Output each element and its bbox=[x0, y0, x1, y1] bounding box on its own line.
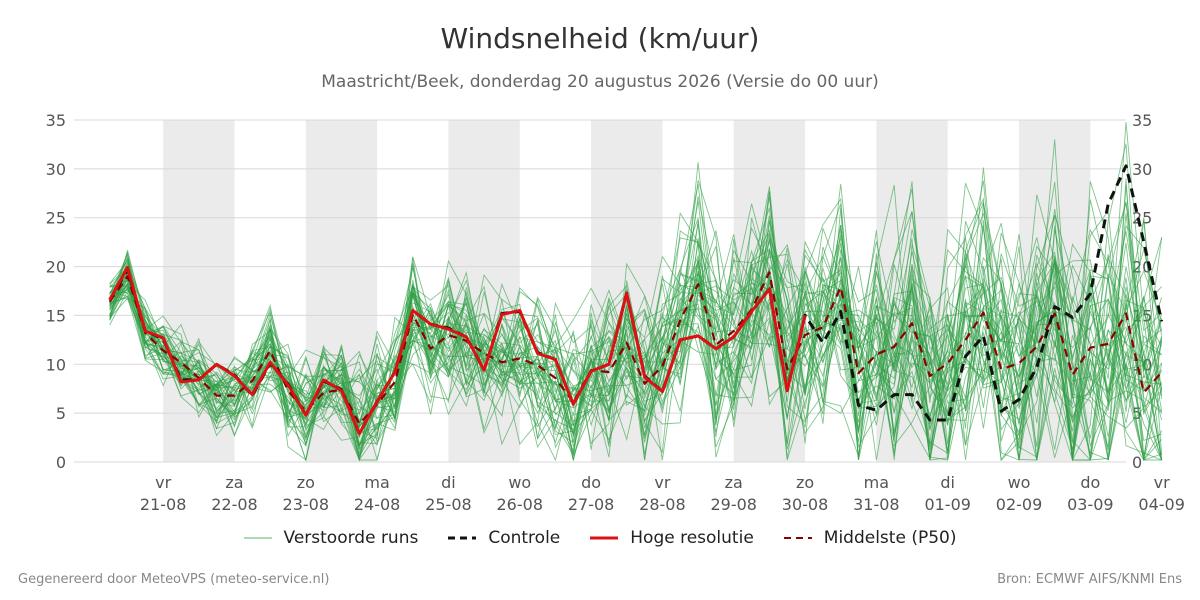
x-tick-date-label: 25-08 bbox=[425, 495, 472, 514]
legend-label-ensemble: Verstoorde runs bbox=[283, 528, 419, 548]
x-tick-date-label: 26-08 bbox=[497, 495, 544, 514]
x-tick-date-label: 30-08 bbox=[782, 495, 829, 514]
legend-swatch-hires bbox=[590, 536, 619, 540]
ensemble-run-line bbox=[109, 259, 1163, 462]
median-line bbox=[108, 271, 1163, 425]
legend-swatch-control bbox=[448, 536, 477, 540]
x-tick-day-label: do bbox=[581, 473, 601, 492]
y-tick-label-left: 25 bbox=[46, 209, 66, 228]
footer-source: Bron: ECMWF AIFS/KNMI Ens bbox=[997, 572, 1182, 587]
x-tick-day-label: do bbox=[1080, 473, 1100, 492]
x-tick-day-label: di bbox=[940, 473, 955, 492]
x-tick-day-label: wo bbox=[1008, 473, 1031, 492]
legend-swatch-ensemble bbox=[243, 537, 272, 539]
y-tick-label-right: 5 bbox=[1132, 404, 1142, 423]
x-tick-day-label: ma bbox=[364, 473, 389, 492]
legend-item-hires: Hoge resolutie bbox=[590, 528, 754, 548]
x-tick-date-label: 29-08 bbox=[710, 495, 757, 514]
legend-label-control: Controle bbox=[488, 528, 561, 548]
x-tick-date-label: 27-08 bbox=[568, 495, 615, 514]
hires-line bbox=[108, 266, 807, 436]
x-tick-date-label: 04-09 bbox=[1138, 495, 1185, 514]
x-tick-day-label: vr bbox=[1154, 473, 1170, 492]
legend-item-median: Middelste (P50) bbox=[783, 528, 957, 548]
footer-credit: Gegenereerd door MeteoVPS (meteo-service… bbox=[18, 572, 330, 587]
chart-title: Windsnelheid (km/uur) bbox=[440, 22, 760, 55]
ensemble-run-line bbox=[109, 217, 1162, 461]
x-tick-date-label: 03-09 bbox=[1067, 495, 1114, 514]
x-tick-day-label: zo bbox=[796, 473, 814, 492]
y-tick-label-left: 30 bbox=[46, 160, 66, 179]
x-tick-day-label: za bbox=[225, 473, 243, 492]
ensemble-run-line bbox=[109, 121, 1163, 461]
x-tick-day-label: ma bbox=[864, 473, 889, 492]
x-tick-date-label: 22-08 bbox=[211, 495, 258, 514]
y-tick-label-right: 0 bbox=[1132, 453, 1142, 472]
x-tick-date-label: 02-09 bbox=[996, 495, 1043, 514]
y-tick-label-left: 10 bbox=[46, 355, 66, 374]
x-tick-day-label: zo bbox=[297, 473, 315, 492]
ensemble-run-line bbox=[109, 237, 1163, 461]
x-tick-date-label: 01-09 bbox=[924, 495, 971, 514]
ensemble-run-line bbox=[109, 167, 1163, 462]
x-tick-day-label: wo bbox=[508, 473, 531, 492]
y-tick-label-left: 15 bbox=[46, 306, 66, 325]
ensemble-run-line bbox=[109, 220, 1163, 461]
x-tick-day-label: vr bbox=[654, 473, 670, 492]
x-tick-day-label: di bbox=[441, 473, 456, 492]
y-tick-label-right: 30 bbox=[1132, 160, 1152, 179]
x-tick-day-label: za bbox=[725, 473, 743, 492]
y-tick-label-right: 25 bbox=[1132, 209, 1152, 228]
x-tick-day-label: vr bbox=[155, 473, 171, 492]
ensemble-run-line bbox=[109, 228, 1163, 461]
y-tick-label-left: 20 bbox=[46, 258, 66, 277]
legend-label-median: Middelste (P50) bbox=[823, 528, 957, 548]
legend-swatch-median bbox=[783, 537, 812, 539]
legend: Verstoorde runs Controle Hoge resolutie … bbox=[0, 528, 1200, 548]
y-tick-label-right: 35 bbox=[1132, 111, 1152, 130]
legend-label-hires: Hoge resolutie bbox=[630, 528, 754, 548]
x-tick-date-label: 24-08 bbox=[354, 495, 401, 514]
day-shade-band bbox=[448, 120, 520, 462]
ensemble-run-line bbox=[109, 218, 1163, 461]
y-tick-label-left: 5 bbox=[56, 404, 66, 423]
x-tick-date-label: 21-08 bbox=[140, 495, 187, 514]
y-tick-label-left: 35 bbox=[46, 111, 66, 130]
legend-item-control: Controle bbox=[448, 528, 560, 548]
x-tick-date-label: 23-08 bbox=[283, 495, 330, 514]
x-tick-date-label: 28-08 bbox=[639, 495, 686, 514]
chart-subtitle: Maastricht/Beek, donderdag 20 augustus 2… bbox=[321, 72, 879, 92]
legend-item-ensemble: Verstoorde runs bbox=[243, 528, 419, 548]
x-tick-date-label: 31-08 bbox=[853, 495, 900, 514]
y-tick-label-left: 0 bbox=[56, 453, 66, 472]
ensemble-run-line bbox=[109, 183, 1163, 449]
